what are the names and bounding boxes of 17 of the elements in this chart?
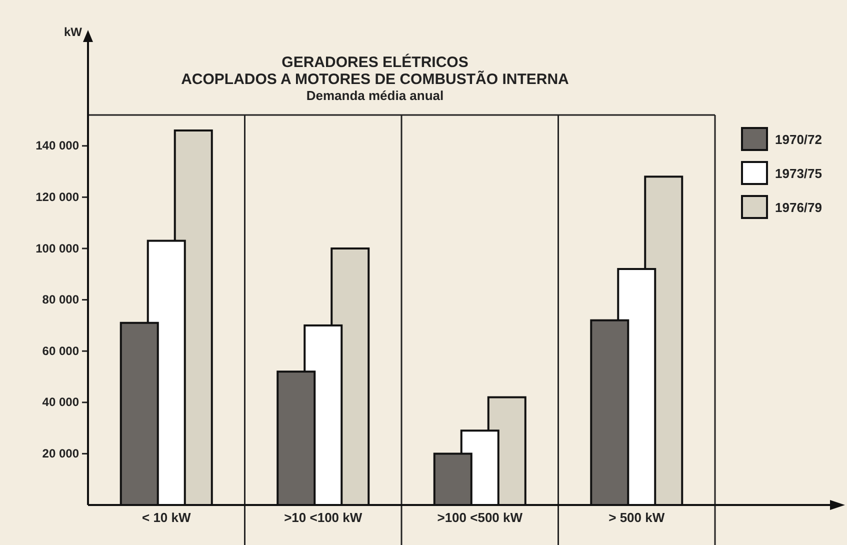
- x-tick-label: > 500 kW: [608, 510, 666, 525]
- legend-label: 1970/72: [775, 132, 822, 147]
- text: GERADORES ELÉTRICOS ACOPLADOS A MOTORES DE COMBUSTÃO INTERNA: [181, 53, 570, 88]
- y-tick-label: 100 000: [36, 241, 80, 256]
- text: Demanda média anual: [306, 88, 444, 103]
- y-tick-label: 40 000: [42, 395, 80, 410]
- y-tick-label: 140 000: [36, 138, 80, 153]
- y-tick-label: 20 000: [42, 446, 80, 461]
- x-tick-label: >10 <100 kW: [284, 510, 363, 525]
- y-axis-title: kW: [64, 25, 83, 39]
- y-tick-label: 60 000: [42, 344, 80, 358]
- x-tick-label: >100 <500 kW: [437, 510, 524, 525]
- y-tick-label: 120 000: [36, 190, 80, 204]
- y-tick-label: 80 000: [42, 292, 80, 307]
- legend-label: 1973/75: [775, 166, 822, 181]
- legend-label: 1976/79: [775, 200, 822, 215]
- x-tick-label: < 10 kW: [142, 510, 192, 525]
